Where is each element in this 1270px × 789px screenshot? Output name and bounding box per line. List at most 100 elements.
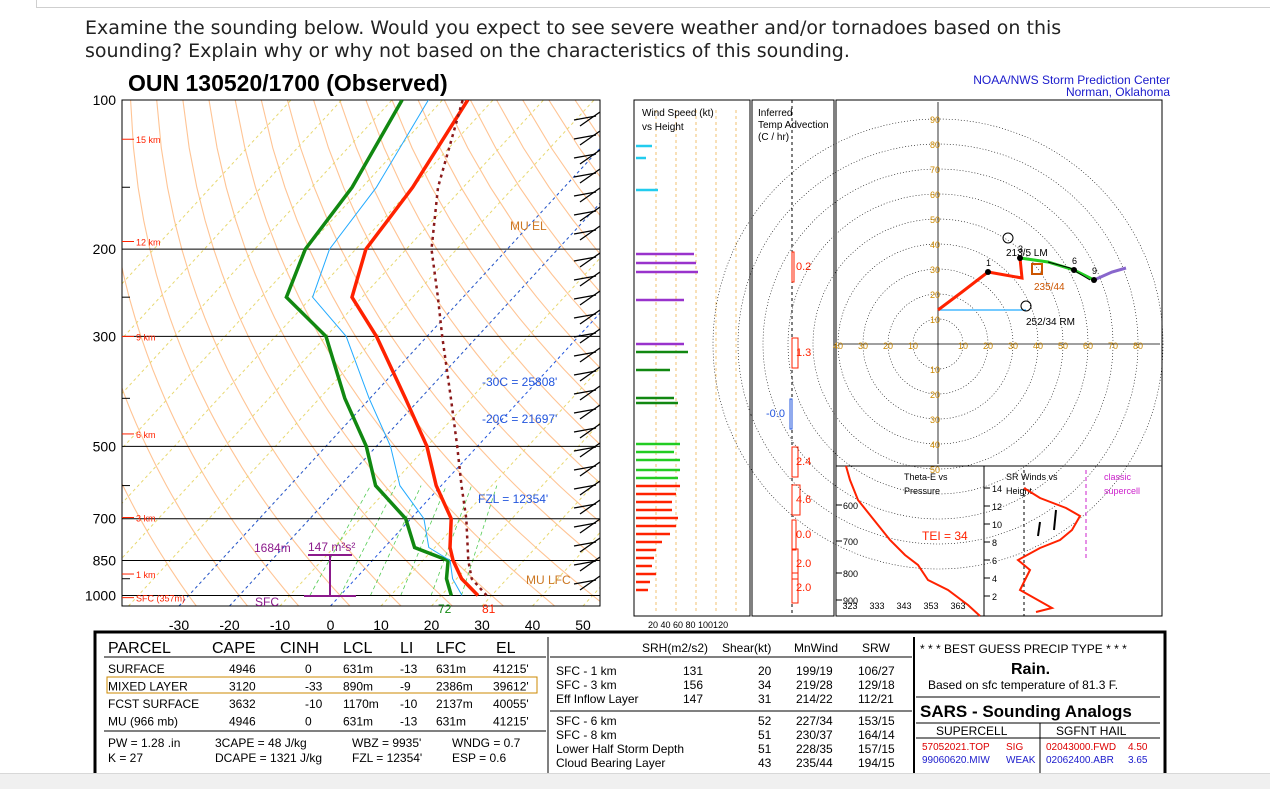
hodograph-ring-label: 30: [930, 265, 940, 275]
dry-adiabat: [260, 100, 600, 603]
height-label: 1 km: [136, 570, 156, 580]
height-label: 9 km: [136, 332, 156, 342]
srw-height-label: 10: [992, 520, 1002, 530]
parcel-footer-cell: FZL = 12354': [352, 751, 422, 765]
theta-pressure-label: 900: [843, 596, 858, 606]
hodograph-axis-label: 70: [1108, 341, 1118, 351]
srw-profile: [1016, 487, 1082, 613]
hodograph-ring-label: 10: [930, 365, 940, 375]
wind-barb: [579, 347, 601, 363]
wind-barb-flag: [573, 191, 597, 197]
parcel-table-cell: 41215': [493, 662, 529, 676]
sars-col2: SGFNT HAIL: [1056, 724, 1127, 738]
wind-barb-flag: [573, 351, 597, 357]
temperature-tick-label: 20: [424, 617, 440, 633]
hodograph-axis-label: 40: [1033, 341, 1043, 351]
precip-header: * * * BEST GUESS PRECIP TYPE * * *: [920, 642, 1127, 656]
wind-barb-flag: [573, 332, 597, 338]
theta-e-profile: [845, 465, 981, 617]
pressure-label: 200: [93, 241, 117, 257]
wind-barb: [579, 206, 601, 222]
hodograph-axis-label: 20: [883, 341, 893, 351]
parcel-table-header: EL: [496, 640, 516, 657]
spc-credit: NOAA/NWS Storm Prediction Center Norman,…: [973, 74, 1170, 98]
kinematics-cell: 20: [758, 664, 772, 678]
parcel-table-cell: 2137m: [436, 697, 473, 711]
advection-value: -0.0: [766, 408, 785, 420]
wind-barb-flag: [573, 172, 597, 178]
kinematics-cell: 214/22: [796, 692, 833, 706]
srw-height-label: 2: [992, 592, 997, 602]
parcel-table-header: LI: [400, 640, 413, 657]
dry-adiabat: [130, 100, 351, 606]
srw-height-label: 6: [992, 556, 997, 566]
dry-adiabat: [234, 100, 556, 606]
srw-title2: Height: [1006, 486, 1033, 496]
kinematics-cell: Cloud Bearing Layer: [556, 756, 665, 770]
viewer-bottom-bar: [0, 773, 1270, 789]
skewt-grid: [122, 100, 600, 606]
sounding-title: OUN 130520/1700 (Observed): [128, 70, 448, 96]
spc-credit-line2: Norman, Oklahoma: [1065, 85, 1170, 99]
kinematics-cell: 228/35: [796, 742, 833, 756]
hodo-height-marker: [1091, 277, 1097, 283]
hodograph-ring-label: 80: [930, 140, 940, 150]
advection-value: 0.0: [796, 529, 811, 541]
hodo-storm-label: 235/44: [1034, 282, 1065, 293]
wind-barb: [579, 309, 601, 325]
wind-barb-flag: [573, 134, 597, 140]
parcel-table-cell: 3632: [229, 697, 256, 711]
srw-tag1: classic: [1104, 472, 1132, 482]
advection-bars: 0.2 1.3 -0.0 2.4 4.6 0.0 2.0 2.0: [766, 251, 811, 604]
kinematics-cell: 31: [758, 692, 772, 706]
hodo-height-label: 9: [1092, 266, 1097, 276]
wind-barb: [579, 187, 601, 203]
hodo-height-label: 3: [1018, 244, 1023, 254]
wind-barb: [579, 518, 601, 534]
parcel-table-cell: -13: [400, 715, 418, 729]
lfc-depth-label: 1684m: [254, 541, 291, 555]
sars-right-row1-val: 4.50: [1128, 742, 1148, 753]
advection-value: 1.3: [796, 347, 811, 359]
theta-x-label: 353: [923, 601, 938, 611]
dry-adiabat: [339, 100, 600, 484]
temperature-profile: [350, 100, 480, 597]
wind-barb-flag: [573, 294, 597, 300]
hodograph-axis-label: 60: [1083, 341, 1093, 351]
isotherm-blue: [178, 147, 600, 606]
temperature-tick-label: 50: [575, 617, 591, 633]
wind-barb: [579, 130, 601, 146]
sars-right-row2-val: 3.65: [1128, 755, 1148, 766]
pressure-label: 850: [93, 553, 117, 569]
dewpoint-profile: [284, 100, 453, 596]
srw-height-label: 4: [992, 574, 997, 584]
isotherm: [128, 100, 595, 606]
hodograph-axis-label: 30: [1008, 341, 1018, 351]
srw-height-label: 14: [992, 484, 1002, 494]
parcel-table-cell: -10: [305, 697, 323, 711]
wind-barb: [579, 366, 601, 382]
kinematics-header: SRW: [862, 641, 890, 655]
wind-barb-flag: [573, 541, 597, 547]
dry-adiabat: [156, 100, 402, 606]
wind-barb: [579, 537, 601, 553]
height-label: SFC (357m): [136, 594, 185, 604]
data-tables: PARCEL CAPE CINH LCL LI LFC EL SURFACE 4946 0 631m…: [93, 630, 1167, 782]
advection-title3: (C / hr): [758, 132, 789, 143]
sars-title: SARS - Sounding Analogs: [920, 702, 1132, 721]
parcel-table-cell: -13: [400, 662, 418, 676]
isotherm: [279, 257, 600, 606]
hodograph-ring-label: 70: [930, 165, 940, 175]
isotherm: [431, 422, 600, 606]
wind-barb: [579, 480, 601, 496]
advection-value: 2.0: [796, 558, 811, 570]
advection-bar: [791, 251, 795, 283]
pressure-label: 700: [93, 511, 117, 527]
pressure-label: 1000: [85, 588, 116, 604]
pressure-label: 300: [93, 328, 117, 344]
hodograph-axis-label: 20: [983, 341, 993, 351]
isotherm-blue: [229, 202, 600, 606]
advection-bar: [791, 572, 799, 604]
